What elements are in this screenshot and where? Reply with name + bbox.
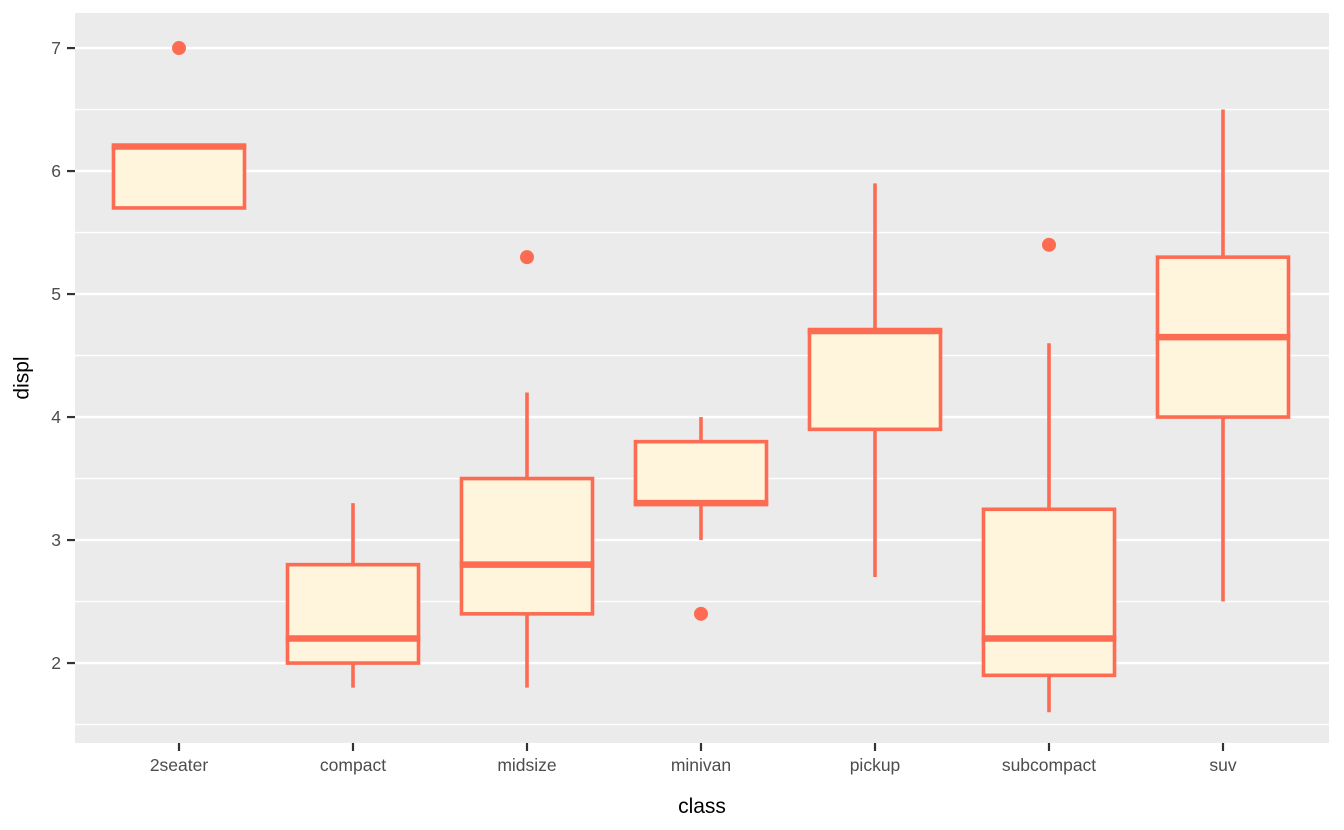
x-tick-label-subcompact: subcompact — [1002, 755, 1096, 775]
boxplot-compact — [285, 503, 421, 688]
boxplot-pickup — [807, 183, 943, 577]
box — [981, 507, 1117, 678]
y-tick-label-2: 2 — [51, 653, 61, 673]
outlier-point — [172, 41, 186, 56]
boxplot-midsize — [459, 250, 595, 688]
boxplot-minivan — [633, 417, 769, 621]
x-tick-label-compact: compact — [320, 755, 386, 775]
box — [111, 144, 247, 210]
y-tick-label-7: 7 — [51, 38, 61, 58]
panel-background — [75, 13, 1329, 743]
box — [807, 329, 943, 432]
x-tick-label-2seater: 2seater — [150, 755, 209, 775]
x-tick-label-suv: suv — [1209, 755, 1236, 775]
y-tick-label-5: 5 — [51, 284, 61, 304]
x-tick-label-midsize: midsize — [497, 755, 556, 775]
x-axis-title: class — [678, 795, 726, 818]
x-tick-label-minivan: minivan — [671, 755, 731, 775]
y-tick-label-3: 3 — [51, 530, 61, 550]
y-axis-title: displ — [10, 356, 34, 400]
y-tick-label-4: 4 — [51, 407, 61, 427]
y-tick-label-6: 6 — [51, 161, 61, 181]
outlier-point — [1042, 237, 1056, 252]
box — [459, 476, 595, 616]
outlier-point — [520, 250, 534, 265]
boxplot-2seater — [111, 41, 247, 210]
outlier-point — [694, 606, 708, 621]
box — [285, 562, 421, 665]
boxplot-subcompact — [981, 237, 1117, 713]
box — [633, 439, 769, 505]
boxplot-suv — [1155, 109, 1291, 602]
x-tick-label-pickup: pickup — [850, 755, 901, 775]
